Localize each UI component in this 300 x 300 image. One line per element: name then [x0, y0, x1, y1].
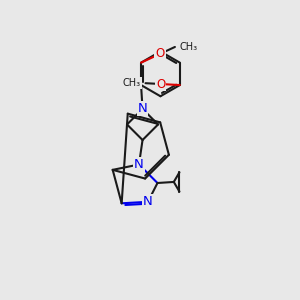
Text: N: N	[138, 102, 147, 116]
Text: CH₃: CH₃	[179, 42, 197, 52]
Text: N: N	[143, 195, 153, 208]
Text: O: O	[155, 47, 165, 60]
Text: O: O	[156, 77, 165, 91]
Text: N: N	[134, 158, 144, 171]
Text: CH₃: CH₃	[123, 78, 141, 88]
